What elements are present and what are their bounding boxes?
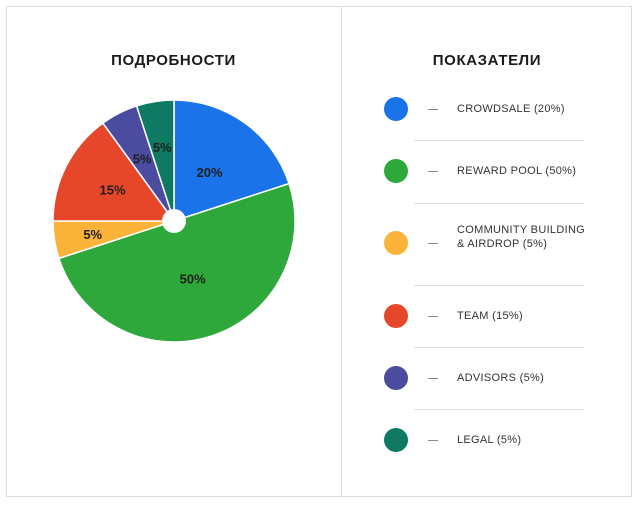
pie-data-label: 50% xyxy=(180,272,206,287)
legend-swatch xyxy=(384,231,408,255)
pie-slice-crowdsale xyxy=(173,99,291,223)
legend-dash xyxy=(428,316,438,317)
pie-center-hole xyxy=(162,209,186,233)
legend-swatch xyxy=(384,97,408,121)
legend-separator xyxy=(414,409,584,410)
pie-data-label: 20% xyxy=(197,165,223,180)
pie-slice-reward-pool xyxy=(57,182,296,343)
legend-dash xyxy=(428,378,438,379)
pie-slice-legal xyxy=(135,99,175,222)
legend-separator xyxy=(414,285,584,286)
legend-label: CROWDSALE (20%) xyxy=(457,103,565,115)
legend-label: LEGAL (5%) xyxy=(457,434,522,446)
legend-separator xyxy=(414,203,584,204)
pie-data-label: 5% xyxy=(153,140,172,155)
legend-dash xyxy=(428,171,438,172)
pie-data-label: 5% xyxy=(83,227,102,242)
chart-title: ПОДРОБНОСТИ xyxy=(111,52,236,69)
pie-slice-team xyxy=(52,122,176,222)
pie-data-label: 5% xyxy=(133,151,152,166)
legend-swatch xyxy=(384,366,408,390)
legend-title: ПОКАЗАТЕЛИ xyxy=(432,52,542,69)
legend-separator xyxy=(414,347,584,348)
legend-swatch xyxy=(384,304,408,328)
legend-label: REWARD POOL (50%) xyxy=(457,165,577,177)
legend-dash xyxy=(428,440,438,441)
legend-dash xyxy=(428,109,438,110)
legend-swatch xyxy=(384,159,408,183)
legend-dash xyxy=(428,243,438,244)
legend-separator xyxy=(414,140,584,141)
legend-swatch xyxy=(384,428,408,452)
legend-label: ADVISORS (5%) xyxy=(457,372,545,384)
legend-label: COMMUNITY BUILDING & AIRDROP (5%) xyxy=(457,224,586,250)
panel-divider xyxy=(341,6,342,497)
pie-data-label: 15% xyxy=(100,183,126,198)
legend-label: TEAM (15%) xyxy=(457,310,523,322)
